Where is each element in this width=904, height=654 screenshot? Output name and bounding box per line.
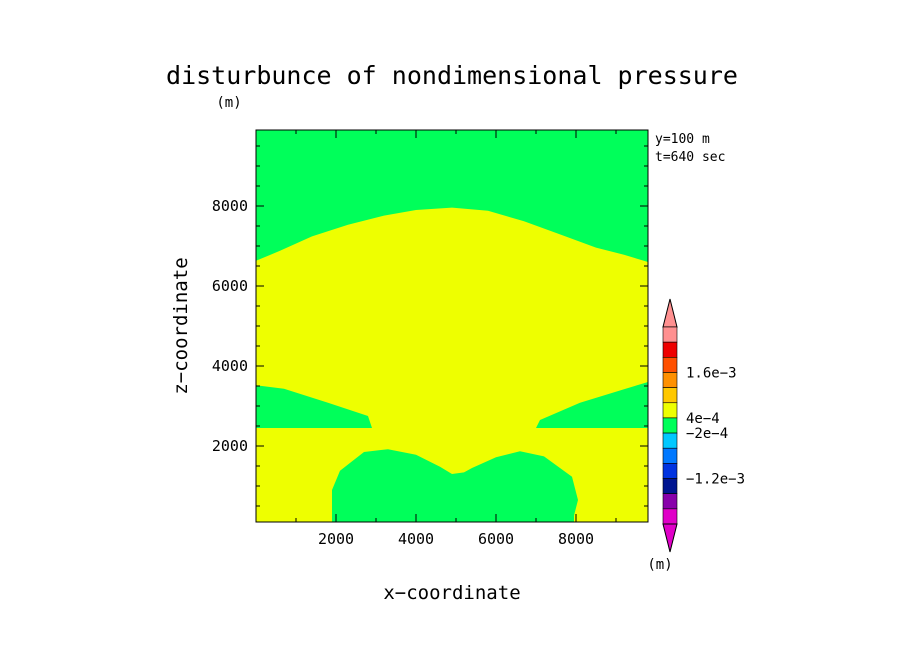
colorbar-swatch xyxy=(662,341,678,358)
x-tick-label: 2000 xyxy=(318,530,354,548)
plot-area: 2000 4000 6000 8000 2000 4000 6000 8000 xyxy=(212,129,649,548)
colorbar-label: 1.6e−3 xyxy=(686,365,737,381)
colorbar-swatch xyxy=(662,402,678,419)
chart-title: disturbunce of nondimensional pressure xyxy=(166,61,738,90)
colorbar-label: −2e−4 xyxy=(686,426,728,442)
x-axis-label: x−coordinate xyxy=(383,582,520,604)
x-tick-label: 6000 xyxy=(478,530,514,548)
colorbar-unit-label: (m) xyxy=(647,557,672,573)
y-tick-label: 8000 xyxy=(212,197,248,215)
x-tick-label: 8000 xyxy=(558,530,594,548)
contour-regions xyxy=(256,207,648,522)
colorbar: 1.6e−3 4e−4−2e−4 −1.2e−3 xyxy=(662,298,745,553)
colorbar-label: −1.2e−3 xyxy=(686,472,745,488)
colorbar-swatch xyxy=(662,387,678,404)
colorbar-swatch xyxy=(662,478,678,494)
colorbar-extend-bottom xyxy=(662,523,678,553)
y-tick-label: 4000 xyxy=(212,357,248,375)
y-tick-label: 2000 xyxy=(212,437,248,455)
colorbar-swatch xyxy=(662,508,678,525)
colorbar-swatch xyxy=(662,326,678,343)
annotation-t: t=640 sec xyxy=(655,150,725,165)
colorbar-swatch xyxy=(662,372,678,388)
y-tick-label: 6000 xyxy=(212,277,248,295)
colorbar-extend-top xyxy=(662,298,678,328)
region-yellow-main xyxy=(256,207,648,522)
annotation-y: y=100 m xyxy=(655,132,710,147)
colorbar-swatch xyxy=(662,447,678,464)
colorbar-label: 4e−4 xyxy=(686,411,720,427)
colorbar-swatch xyxy=(662,463,678,479)
y-axis-label: z−coordinate xyxy=(170,257,192,394)
colorbar-swatch xyxy=(662,493,678,510)
colorbar-swatch xyxy=(662,357,678,373)
colorbar-swatch xyxy=(662,432,678,449)
colorbar-swatch xyxy=(662,417,678,434)
top-unit-label: (m) xyxy=(216,95,241,111)
x-tick-label: 4000 xyxy=(398,530,434,548)
axis-ticks: 2000 4000 6000 8000 2000 4000 6000 8000 xyxy=(212,130,648,548)
